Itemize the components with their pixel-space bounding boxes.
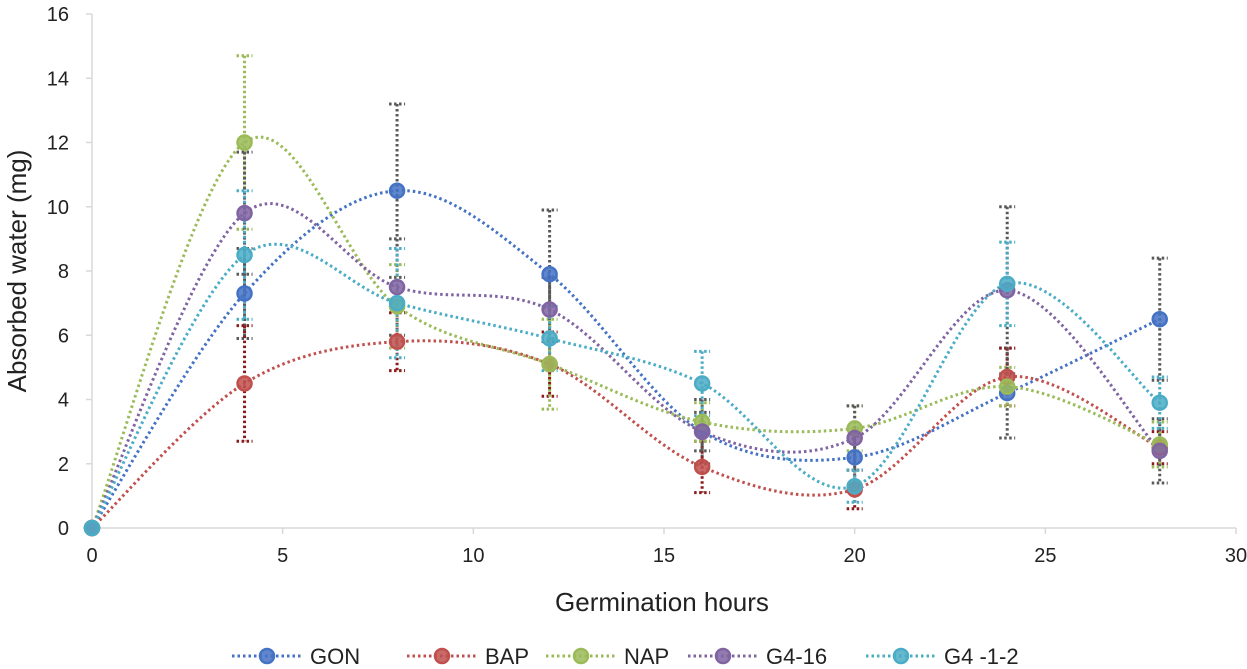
series-line-nap [90,135,1161,529]
data-point-bap [693,458,711,476]
legend: GON BAP NAP G4-16 G4 -1-2 [232,644,1019,669]
y-tick-label: 10 [47,197,69,219]
error-bar-bap [236,324,253,443]
y-tick-label: 14 [47,68,69,90]
legend-label: G4-16 [766,644,827,669]
markers-layer [83,134,1168,537]
legend-swatch-marker [572,647,590,665]
legend-item-gon: GON [232,644,360,669]
data-point-g4-16 [846,429,863,447]
y-tick-label: 16 [47,4,69,26]
data-point-gon [541,265,558,283]
series-line-bap [90,339,1161,530]
data-point-g4-1-2 [1151,394,1168,411]
legend-item-g4-16: G4-16 [688,644,827,669]
data-point-nap [236,134,253,151]
data-point-g4-1-2 [846,477,863,495]
data-point-gon [388,182,406,199]
data-point-bap [388,333,406,350]
legend-swatch-marker [433,647,451,665]
data-point-g4-1-2 [693,375,711,392]
data-point-g4-1-2 [541,330,558,347]
legend-label: BAP [485,644,529,669]
axes-layer [86,13,1237,534]
data-point-gon [846,449,863,466]
y-tick-label: 2 [58,454,69,476]
data-point-g4-16 [388,278,406,296]
y-tick-label: 6 [58,325,69,347]
legend-label: GON [310,644,360,669]
y-tick-label: 0 [58,518,69,540]
legend-item-bap: BAP [407,644,529,669]
legend-item-nap: NAP [546,644,669,669]
legend-swatch-marker [714,647,732,665]
data-point-g4-16 [1151,442,1168,460]
x-tick-label: 0 [86,545,97,567]
x-tick-label: 5 [277,545,288,567]
x-tick-label: 30 [1225,545,1247,567]
series-lines-layer [90,135,1161,530]
legend-swatch-marker [258,647,276,665]
y-tick-label: 12 [47,133,69,155]
x-tick-label: 20 [844,545,866,567]
legend-swatch-marker [892,647,910,665]
data-point-g4-1-2 [998,275,1016,293]
y-axis-title: Absorbed water (mg) [2,150,32,393]
legend-label: NAP [624,644,669,669]
data-point-gon [236,285,253,302]
y-tick-label: 8 [58,261,69,283]
data-point-gon [1151,310,1168,328]
data-point-nap [998,378,1016,395]
data-point-bap [236,375,253,392]
data-point-g4-1-2 [388,294,406,312]
data-point-g4-1-2 [236,246,253,264]
x-tick-label: 15 [653,545,675,567]
error-bars-layer [236,54,1168,511]
x-axis-title: Germination hours [555,587,769,617]
data-point-g4-16 [236,204,253,222]
tick-labels-layer: 0 5 10 15 20 25 30 0 2 4 6 8 10 12 14 16 [47,4,1247,567]
data-point-g4-16 [541,301,558,318]
legend-item-g4-1-2: G4 -1-2 [866,644,1019,669]
data-point-nap [541,355,558,373]
legend-label: G4 -1-2 [944,644,1019,669]
data-point-g4-16 [693,423,711,440]
x-tick-label: 10 [462,545,484,567]
y-tick-label: 4 [58,390,69,412]
series-line-g4-16 [90,202,1161,529]
x-tick-label: 25 [1034,545,1056,567]
data-point-g4-1-2 [83,519,101,537]
